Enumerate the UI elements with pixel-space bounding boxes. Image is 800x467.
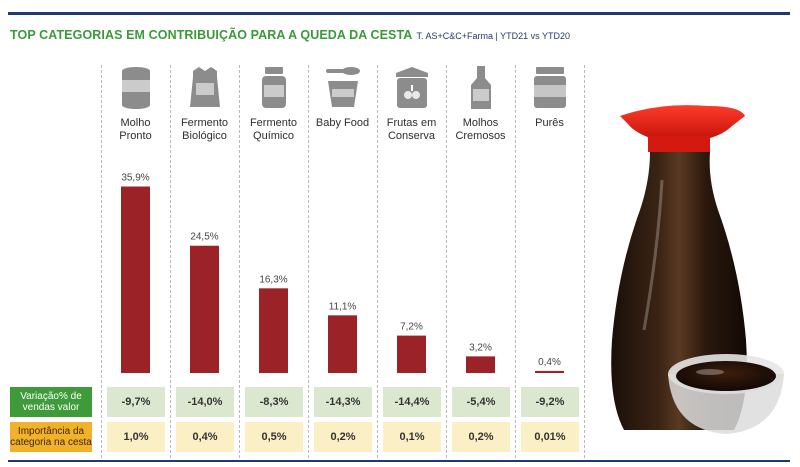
bar-value-label: 7,2% <box>400 322 423 333</box>
bottle-icon <box>446 65 515 113</box>
spoon-cup-icon <box>308 65 377 113</box>
importancia-cell: 0,4% <box>176 422 234 452</box>
column-divider <box>239 65 240 458</box>
category-label: Fermento Químico <box>249 117 298 142</box>
top-rule <box>8 12 790 15</box>
category-label: Purês <box>535 117 564 129</box>
soy-sauce-bottle-image <box>600 100 800 450</box>
category-label: Molho Pronto <box>119 117 152 142</box>
bar <box>259 288 288 373</box>
chart-title: TOP CATEGORIAS EM CONTRIBUIÇÃO PARA A QU… <box>10 26 570 44</box>
bar <box>121 186 150 373</box>
column-divider <box>170 65 171 458</box>
importancia-cell: 0,2% <box>452 422 510 452</box>
bar-value-label: 16,3% <box>259 274 287 285</box>
category-label: Baby Food <box>315 117 370 129</box>
variacao-cell: -14,3% <box>314 387 372 417</box>
importancia-cell: 0,5% <box>245 422 303 452</box>
variacao-cell: -14,0% <box>176 387 234 417</box>
importancia-cell: 0,1% <box>383 422 441 452</box>
variacao-cell: -8,3% <box>245 387 303 417</box>
chart-subtitle: T. AS+C&C+Farma | YTD21 vs YTD20 <box>416 31 570 41</box>
category-column: Molho Pronto <box>101 65 170 458</box>
bar-value-label: 24,5% <box>190 232 218 243</box>
variacao-cell: -5,4% <box>452 387 510 417</box>
category-label: Fermento Biológico <box>180 117 229 142</box>
column-divider <box>308 65 309 458</box>
bar-value-label: 35,9% <box>121 173 149 184</box>
chart-title-main: TOP CATEGORIAS EM CONTRIBUIÇÃO PARA A QU… <box>10 28 413 42</box>
can-icon <box>101 65 170 113</box>
bar <box>466 356 495 373</box>
column-divider <box>515 65 516 458</box>
bar <box>328 315 357 373</box>
variacao-cell: -9,2% <box>521 387 579 417</box>
column-divider <box>377 65 378 458</box>
jar-icon <box>239 65 308 113</box>
importancia-cell: 0,2% <box>314 422 372 452</box>
bar <box>397 335 426 373</box>
variacao-cell: -14,4% <box>383 387 441 417</box>
variacao-cell: -9,7% <box>107 387 165 417</box>
category-column: Frutas em Conserva <box>377 65 446 458</box>
category-label: Frutas em Conserva <box>386 117 437 142</box>
importancia-cell: 0,01% <box>521 422 579 452</box>
category-column: Fermento Químico <box>239 65 308 458</box>
row-label-variacao: Variação% de vendas valor <box>10 387 92 417</box>
bar-value-label: 11,1% <box>329 301 357 312</box>
column-divider <box>101 65 102 458</box>
category-label: Molhos Cremosos <box>455 117 506 142</box>
bag-icon <box>170 65 239 113</box>
container-icon <box>515 65 584 113</box>
bottom-rule <box>8 460 790 462</box>
category-column: Baby Food <box>308 65 377 458</box>
bar <box>535 370 564 373</box>
importancia-cell: 1,0% <box>107 422 165 452</box>
column-divider <box>584 65 585 458</box>
bar <box>190 245 219 373</box>
preserve-jar-icon <box>377 65 446 113</box>
bar-value-label: 0,4% <box>538 357 561 368</box>
column-divider <box>446 65 447 458</box>
row-label-importancia: Importância da categoria na cesta <box>10 422 92 452</box>
category-column: Molhos Cremosos <box>446 65 515 458</box>
category-column: Purês <box>515 65 584 458</box>
category-column: Fermento Biológico <box>170 65 239 458</box>
bar-value-label: 3,2% <box>469 342 492 353</box>
